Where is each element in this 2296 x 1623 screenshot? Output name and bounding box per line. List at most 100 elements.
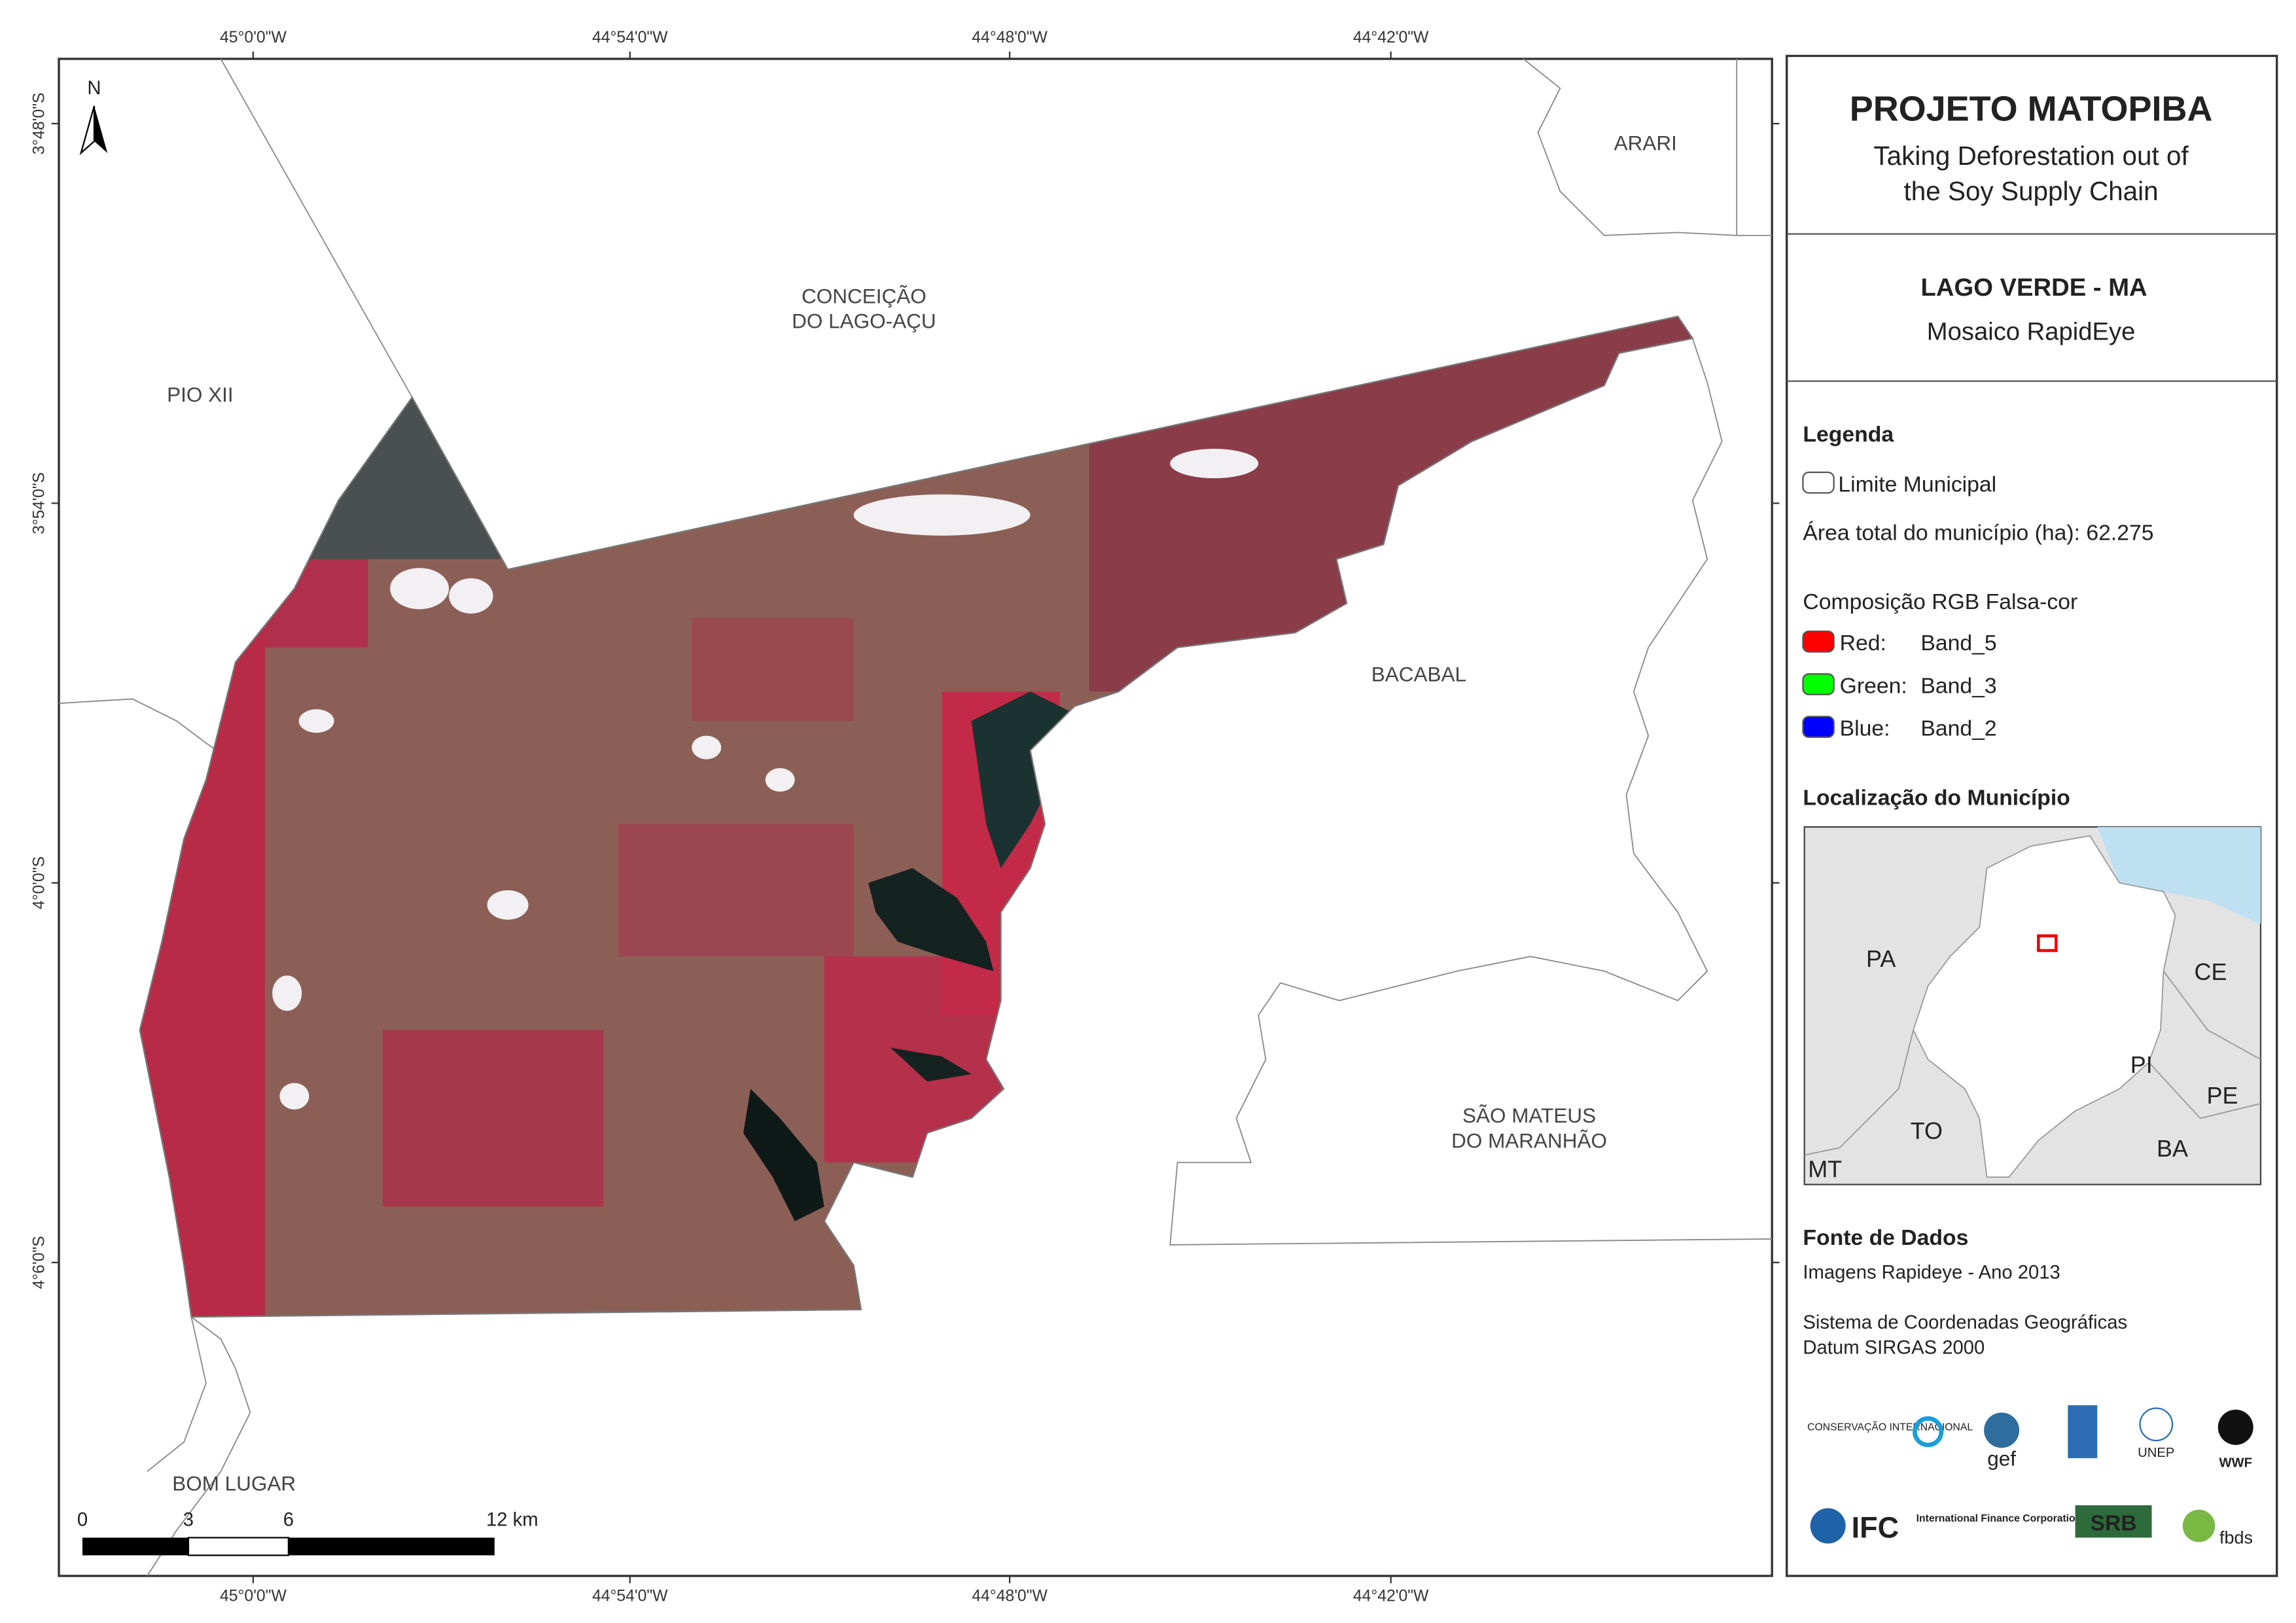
place-name: DO LAGO-AÇU [792, 309, 936, 333]
band-channel: Blue: [1840, 716, 1890, 741]
place-name: DO MARANHÃO [1451, 1128, 1607, 1152]
logo-mark [1913, 1416, 1944, 1448]
cloud [765, 768, 795, 792]
scale-bar: 0 3 6 12 km [77, 1510, 539, 1556]
place-name: ARARI [1614, 131, 1677, 154]
source-line: Datum SIRGAS 2000 [1803, 1337, 1985, 1358]
source-line: Imagens Rapideye - Ano 2013 [1803, 1263, 2060, 1283]
logo-mark [2182, 1509, 2216, 1543]
water [890, 1047, 972, 1082]
state-label: PE [2207, 1082, 2238, 1109]
panel-subtitle: the Soy Supply Chain [1903, 176, 2158, 206]
inset-labels: PA CE PI PE TO BA MT [1808, 945, 2238, 1183]
legend-swatch [1802, 471, 1835, 494]
legend-label: Limite Municipal [1838, 472, 1996, 497]
place-name: PIO XII [167, 383, 233, 406]
band-swatch [1802, 716, 1835, 739]
state-label: BA [2157, 1135, 2188, 1162]
band-name: Band_5 [1920, 631, 1996, 655]
place-name: SÃO MATEUS [1462, 1104, 1596, 1127]
logo-ci: CONSERVAÇÃO INTERNACIONAL [1807, 1420, 1973, 1433]
lon-label: 44°42'0"W [1353, 1587, 1429, 1605]
boundary [147, 1316, 207, 1473]
legend-area: Área total do município (ha): 62.275 [1803, 521, 2153, 546]
panel-subtitle: Taking Deforestation out of [1873, 141, 2189, 171]
band-name: Band_2 [1920, 716, 1996, 741]
north-arrow: N [79, 78, 108, 156]
place-name: BOM LUGAR [172, 1472, 296, 1495]
logo-wwf: WWF [2219, 1456, 2252, 1471]
state-border [2148, 1062, 2261, 1119]
map-area: N 0 3 6 12 km 45°0'0"W 45°0'0"W 44°54'0"W 4… [31, 29, 1780, 1605]
lon-label: 44°54'0"W [592, 29, 668, 46]
boundary [1169, 316, 1773, 1246]
logo-ifc: IFC [1852, 1511, 1899, 1544]
water [868, 868, 994, 971]
band-channel: Green: [1840, 673, 1907, 698]
boundary [147, 1316, 251, 1577]
logo-mark [1984, 1412, 2020, 1448]
band-swatch [1802, 630, 1835, 653]
cloud [853, 494, 1031, 536]
mosaic-name: Mosaico RapidEye [1927, 318, 2136, 346]
cloud [1170, 449, 1259, 479]
state-label: PA [1866, 945, 1896, 972]
municipality-name: LAGO VERDE - MA [1921, 273, 2147, 302]
scale-segment [288, 1537, 495, 1556]
cloud [298, 709, 334, 733]
scale-segment [82, 1537, 188, 1556]
vegetation [618, 824, 854, 957]
lat-label: 3°48'0"S [31, 92, 48, 154]
vegetation [692, 618, 854, 722]
boundary [1523, 58, 1738, 236]
state-label: MT [1808, 1155, 1842, 1182]
state-border [2163, 971, 2261, 1060]
scale-segment [187, 1537, 290, 1556]
panel-title: PROJETO MATOPIBA [1850, 89, 2213, 128]
logo-ifc-name: International Finance Corporation [1916, 1513, 2082, 1524]
band-swatch [1802, 673, 1835, 695]
north-label: N [87, 78, 101, 99]
lon-label: 45°0'0"W [220, 1587, 287, 1605]
municipal-boundaries [58, 58, 1773, 1577]
water [743, 1089, 824, 1221]
cloud [279, 1083, 309, 1109]
state-border [1804, 1030, 1915, 1156]
band-list: Red: Band_5 Green: Band_3 Blue: Band_2 [1802, 630, 1997, 741]
state-label: PI [2130, 1051, 2153, 1078]
lon-label: 44°42'0"W [1353, 29, 1429, 46]
scale-label: 0 [77, 1510, 88, 1531]
logo-mark [2217, 1409, 2253, 1445]
logo-mark [1810, 1508, 1846, 1544]
arrow-half [94, 105, 108, 153]
band-channel: Red: [1840, 631, 1886, 655]
cloud [449, 578, 493, 614]
cloud [272, 975, 302, 1011]
cloud [487, 890, 529, 920]
cloud [692, 735, 722, 759]
scale-label: 12 km [486, 1510, 539, 1531]
lat-label: 4°0'0"S [31, 856, 48, 909]
inset-map: PA CE PI PE TO BA MT [1803, 826, 2262, 1185]
boundary [220, 58, 413, 398]
municipality-boundary [139, 315, 1694, 1318]
band-name: Band_3 [1920, 673, 1996, 698]
side-panel: PROJETO MATOPIBA Taking Deforestation ou… [1786, 54, 2278, 1577]
logo-gef: gef [1987, 1446, 2016, 1470]
place-name: CONCEIÇÃO [802, 284, 927, 307]
panel-frame [1786, 54, 2278, 1577]
scale-label: 3 [183, 1510, 194, 1531]
cloud [390, 568, 450, 610]
sea [2097, 827, 2261, 924]
lon-label: 44°48'0"W [972, 1587, 1048, 1605]
logo-srb [2075, 1505, 2152, 1538]
place-name: BACABAL [1371, 662, 1466, 686]
legend-heading: Legenda [1803, 422, 1894, 447]
logo-mark [2139, 1407, 2174, 1442]
lon-label: 44°54'0"W [592, 1587, 668, 1605]
lat-label: 4°6'0"S [31, 1236, 48, 1289]
logo-undp [2068, 1405, 2098, 1459]
maranhao [1913, 835, 2176, 1178]
legend-composition: Composição RGB Falsa-cor [1803, 589, 2077, 614]
